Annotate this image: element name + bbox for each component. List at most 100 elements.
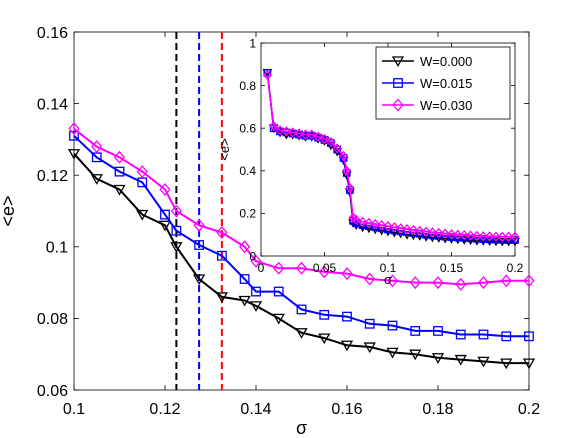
data-point <box>340 340 354 352</box>
y-tick-label: 0.06 <box>37 383 68 400</box>
y-axis-label: <e> <box>0 195 18 226</box>
inset-data-point <box>446 235 457 244</box>
data-point <box>239 240 251 254</box>
inset-y-tick-label: 0 <box>249 249 256 263</box>
data-point <box>272 313 285 325</box>
data-point <box>342 311 352 322</box>
data-point <box>251 286 261 297</box>
legend-label: W=0.000 <box>420 54 472 69</box>
inset-data-point <box>472 230 482 242</box>
inset-data-point <box>478 231 488 242</box>
data-point <box>478 329 489 340</box>
data-point <box>409 349 422 361</box>
inset-data-point <box>484 237 495 247</box>
data-point <box>500 358 513 370</box>
inset-x-tick-label: 0.15 <box>440 261 464 275</box>
data-point <box>523 274 535 288</box>
inset-data-point <box>447 229 456 240</box>
inset-data-point <box>491 231 501 242</box>
series-line <box>73 135 529 338</box>
inset-data-point <box>377 219 387 231</box>
data-point <box>193 218 205 232</box>
inset-data-point <box>485 231 495 242</box>
inset-data-point <box>275 125 285 136</box>
inset-data-point <box>415 225 425 237</box>
inset-data-point <box>503 237 514 247</box>
data-point <box>90 174 103 185</box>
inset-data-point <box>453 229 463 240</box>
inset-data-point <box>440 234 451 244</box>
inset-data-point <box>326 136 336 148</box>
legend-label: W=0.030 <box>420 98 472 113</box>
inset-data-point <box>459 229 469 241</box>
inset-data-point <box>510 237 520 247</box>
inset-data-point <box>383 227 393 237</box>
data-point <box>193 274 206 286</box>
data-point <box>386 274 399 288</box>
x-tick-label: 0.18 <box>422 401 453 418</box>
data-point <box>364 318 375 329</box>
inset-data-point <box>427 233 438 243</box>
inset-data-point <box>389 228 400 238</box>
data-point <box>273 286 284 297</box>
inset-data-point <box>320 133 329 145</box>
inset-data-point <box>370 218 380 230</box>
data-point <box>69 130 79 141</box>
data-point <box>250 254 262 268</box>
inset-data-point <box>459 236 470 245</box>
inset-data-point <box>342 165 352 176</box>
inset-data-point <box>383 221 393 232</box>
data-point <box>432 276 444 290</box>
legend-marker <box>391 56 405 68</box>
data-point <box>158 220 172 232</box>
inset-x-tick-label: 0.1 <box>380 261 397 275</box>
series-line <box>73 127 529 286</box>
data-point <box>91 140 103 154</box>
data-point <box>296 304 307 315</box>
inset-data-point <box>364 224 374 234</box>
inset-data-point <box>440 228 450 239</box>
data-point <box>318 265 330 279</box>
inset-data-point <box>269 120 279 132</box>
data-point <box>249 301 263 312</box>
inset-chart: 0 0.05 0.1 0.15 0.2 0 0.2 0.4 0.6 0.8 1 σ <e> W=0.000… <box>217 36 524 287</box>
inset-data-point <box>332 143 342 154</box>
inset-data-point <box>466 230 476 241</box>
data-point <box>319 309 330 320</box>
data-point <box>455 329 466 340</box>
legend-label: W=0.015 <box>420 76 472 91</box>
inset-data-point <box>307 129 317 140</box>
data-point <box>216 250 227 261</box>
data-point <box>136 165 148 179</box>
inset-data-point <box>497 231 507 243</box>
data-point <box>136 209 149 221</box>
data-point <box>170 204 182 218</box>
x-axis-label: σ <box>296 418 307 438</box>
data-point <box>113 150 126 164</box>
data-point <box>295 261 308 275</box>
inset-data-point <box>364 217 374 229</box>
inset-data-point <box>358 216 368 228</box>
data-point <box>159 183 171 197</box>
inset-data-point <box>427 227 437 238</box>
inset-data-point <box>351 214 361 225</box>
inset-data-point <box>421 226 431 237</box>
inset-data-point <box>478 237 489 246</box>
x-tick-label: 0.12 <box>149 401 180 418</box>
inset-data-point <box>434 227 444 239</box>
inset-data-point <box>510 231 520 242</box>
data-point <box>67 149 81 160</box>
data-point <box>113 184 126 196</box>
inset-data-point <box>471 236 482 246</box>
data-point <box>433 326 443 336</box>
data-point <box>524 331 534 342</box>
data-point <box>68 122 80 136</box>
inset-data-point <box>389 222 399 233</box>
y-tick-label: 0.14 <box>37 96 68 113</box>
inset-data-point <box>357 223 368 233</box>
inset-x-tick-label: 0 <box>258 261 265 275</box>
inset-data-point <box>504 231 514 242</box>
data-point <box>386 347 399 359</box>
x-tick-label: 0.1 <box>63 401 85 418</box>
